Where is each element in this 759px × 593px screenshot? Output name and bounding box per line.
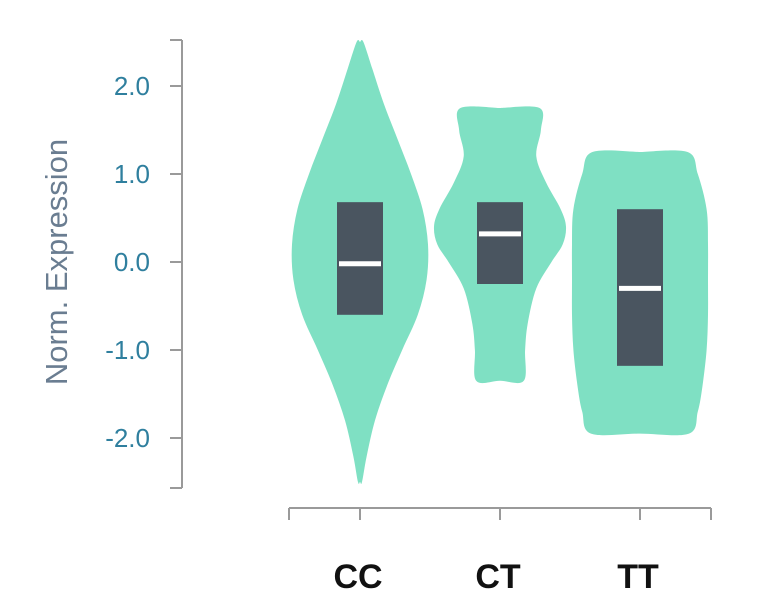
y-tick-label: 0.0 (114, 247, 150, 277)
y-tick-label: -1.0 (105, 335, 150, 365)
y-tick-label: 2.0 (114, 71, 150, 101)
x-category-label-tt: TT (617, 558, 659, 593)
y-tick-label: 1.0 (114, 159, 150, 189)
y-axis: 2.0 1.0 0.0 -1.0 -2.0 (105, 39, 183, 489)
y-axis-label: Norm. Expression (39, 139, 74, 385)
x-category-label-cc: CC (333, 558, 382, 593)
iqr-box-cc (337, 202, 383, 315)
boxes-layer (337, 202, 663, 366)
y-tick-label: -2.0 (105, 423, 150, 453)
x-axis: CC CT TT (288, 507, 712, 593)
x-category-label-ct: CT (475, 558, 521, 593)
iqr-box-ct (477, 202, 523, 284)
